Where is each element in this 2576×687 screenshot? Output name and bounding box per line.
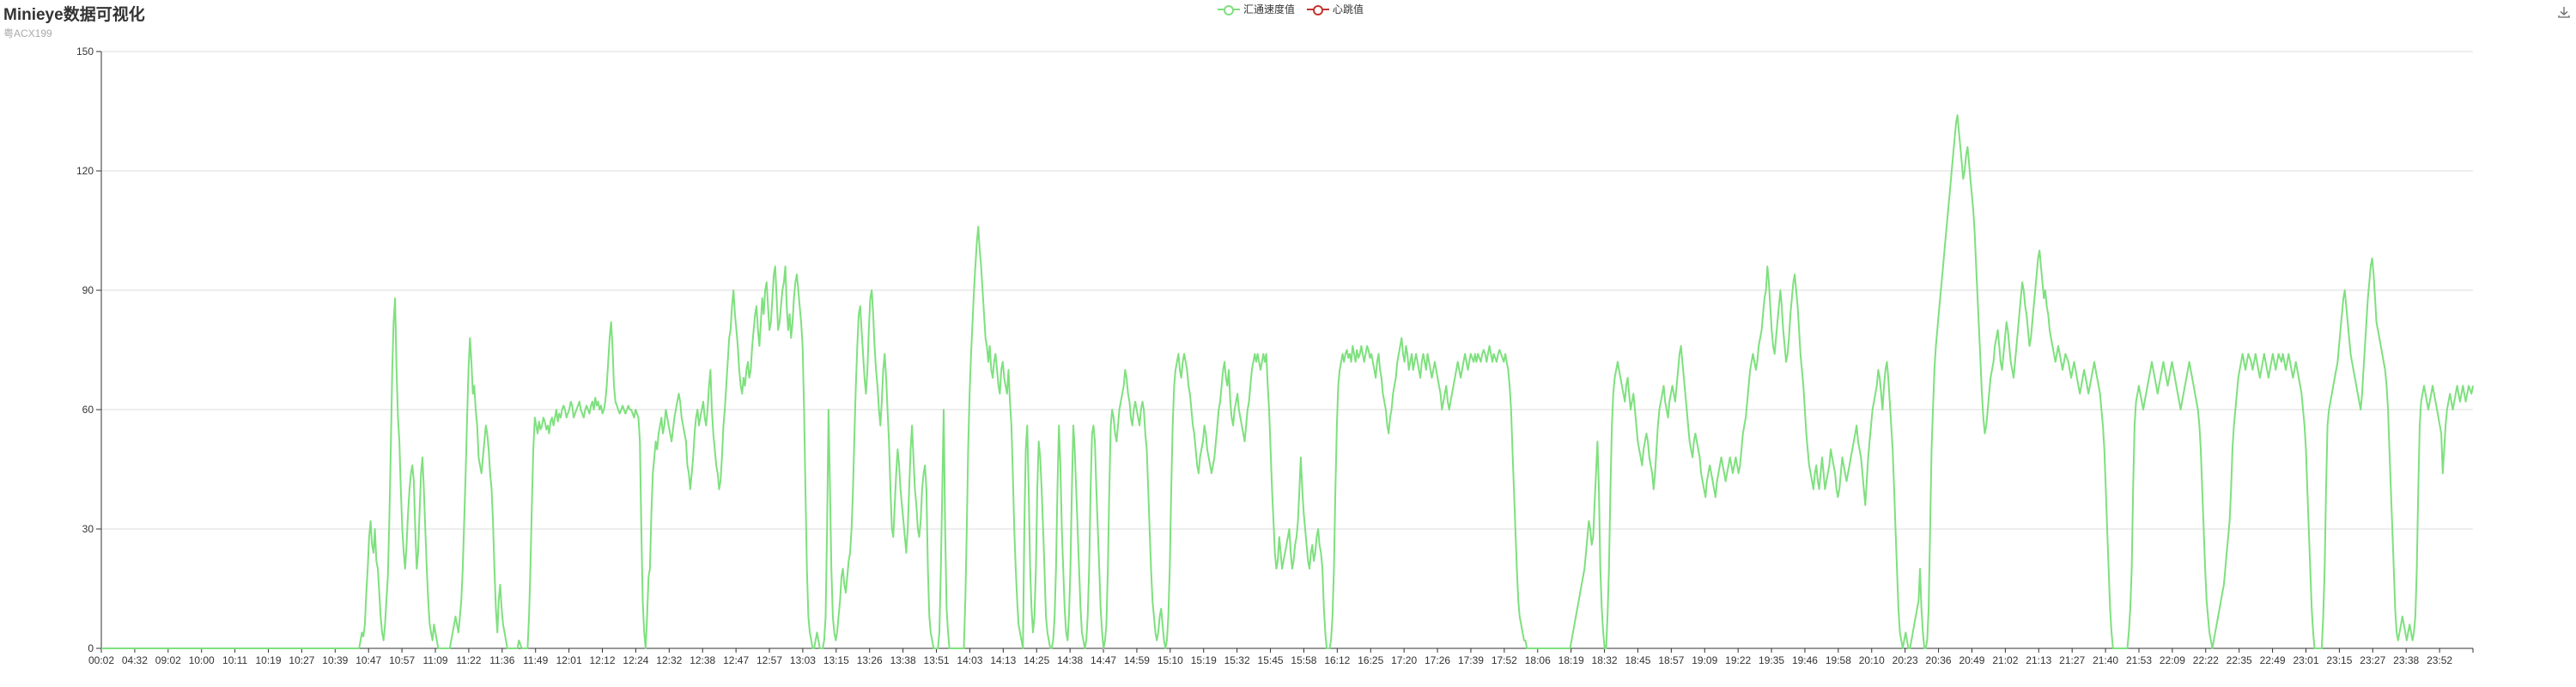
x-tick-label: 19:22 [1725,654,1751,666]
x-tick-label: 13:15 [823,654,849,666]
x-tick-label: 11:36 [489,654,514,666]
x-tick-label: 13:03 [790,654,816,666]
x-tick-label: 12:32 [656,654,682,666]
x-tick-label: 16:25 [1358,654,1383,666]
x-tick-label: 14:13 [990,654,1016,666]
x-tick-label: 17:39 [1458,654,1484,666]
x-tick-label: 13:51 [924,654,950,666]
x-tick-label: 15:19 [1191,654,1217,666]
y-tick-label: 0 [88,642,94,654]
x-tick-label: 00:02 [88,654,114,666]
legend-marker-heartbeat [1307,4,1330,15]
x-tick-label: 15:45 [1258,654,1284,666]
x-tick-label: 22:22 [2193,654,2219,666]
x-tick-label: 20:10 [1859,654,1885,666]
chart-subtitle: 粤ACX199 [3,27,52,40]
x-tick-label: 11:22 [456,654,481,666]
legend-label-speed: 汇通速度值 [1243,3,1296,15]
x-tick-label: 19:46 [1792,654,1818,666]
legend-item-speed[interactable]: 汇通速度值 [1218,2,1295,16]
chart-title: Minieye数据可视化 [3,6,145,24]
x-tick-label: 22:35 [2227,654,2252,666]
legend-marker-speed [1218,4,1240,15]
x-tick-label: 15:32 [1224,654,1250,666]
x-tick-label: 12:24 [623,654,648,666]
x-tick-label: 23:52 [2427,654,2452,666]
x-tick-label: 13:26 [857,654,883,666]
y-tick-label: 30 [82,523,94,535]
x-tick-label: 17:52 [1492,654,1517,666]
x-tick-label: 21:53 [2126,654,2152,666]
x-tick-label: 19:09 [1692,654,1717,666]
x-tick-label: 14:38 [1057,654,1083,666]
x-tick-label: 11:49 [523,654,548,666]
x-tick-label: 22:09 [2160,654,2185,666]
x-tick-label: 12:12 [590,654,616,666]
x-tick-label: 10:19 [255,654,281,666]
x-tick-label: 09:02 [155,654,181,666]
x-tick-label: 18:57 [1658,654,1684,666]
x-tick-label: 22:49 [2260,654,2286,666]
x-tick-label: 21:13 [2026,654,2051,666]
chart-legend: 汇通速度值 心跳值 [1218,2,1364,16]
x-tick-label: 21:02 [1992,654,2018,666]
x-tick-label: 15:10 [1157,654,1183,666]
legend-item-heartbeat[interactable]: 心跳值 [1307,2,1364,16]
x-tick-label: 17:20 [1391,654,1417,666]
x-tick-label: 19:58 [1826,654,1851,666]
x-tick-label: 14:59 [1124,654,1150,666]
x-tick-label: 17:26 [1425,654,1450,666]
x-tick-label: 20:49 [1959,654,1984,666]
x-tick-label: 18:45 [1625,654,1650,666]
x-tick-label: 10:11 [222,654,247,666]
x-tick-label: 21:27 [2059,654,2085,666]
x-tick-label: 15:58 [1291,654,1316,666]
x-tick-label: 18:06 [1525,654,1551,666]
x-tick-label: 23:15 [2326,654,2352,666]
x-tick-label: 23:27 [2360,654,2385,666]
x-tick-label: 10:39 [322,654,348,666]
y-tick-label: 150 [76,46,94,58]
x-tick-label: 12:57 [756,654,782,666]
x-tick-label: 10:47 [355,654,381,666]
x-tick-label: 14:03 [957,654,982,666]
x-tick-label: 18:19 [1558,654,1584,666]
y-tick-label: 90 [82,284,94,296]
x-tick-label: 10:00 [189,654,215,666]
y-tick-label: 60 [82,404,94,416]
x-tick-label: 19:35 [1759,654,1784,666]
x-tick-label: 23:01 [2293,654,2318,666]
x-tick-label: 12:47 [723,654,749,666]
x-tick-label: 14:47 [1091,654,1116,666]
x-tick-label: 12:01 [556,654,582,666]
x-tick-label: 10:27 [289,654,314,666]
x-tick-label: 23:38 [2393,654,2419,666]
legend-label-heartbeat: 心跳值 [1333,3,1364,15]
x-tick-label: 14:25 [1024,654,1049,666]
y-tick-label: 120 [76,165,94,177]
series-line-0 [101,114,2474,649]
x-tick-label: 13:38 [890,654,916,666]
x-tick-label: 10:57 [389,654,415,666]
x-tick-label: 11:09 [422,654,447,666]
x-tick-label: 20:23 [1893,654,1918,666]
x-tick-label: 20:36 [1926,654,1952,666]
x-tick-label: 21:40 [2093,654,2118,666]
x-tick-label: 18:32 [1592,654,1618,666]
x-tick-label: 16:12 [1324,654,1350,666]
download-icon[interactable] [2557,5,2571,19]
x-tick-label: 04:32 [122,654,148,666]
x-tick-label: 12:38 [690,654,715,666]
